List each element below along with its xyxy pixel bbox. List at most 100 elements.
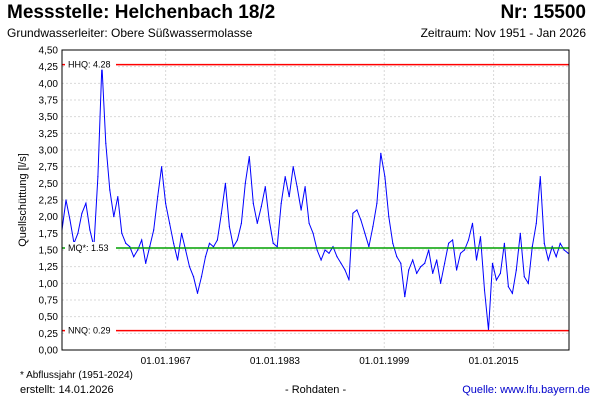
data-point (535, 222, 537, 224)
data-point (284, 176, 286, 178)
reference-label-bg (65, 58, 116, 70)
data-point (471, 222, 474, 224)
plot-frame (61, 49, 570, 351)
y-tick-label: 4,50 (39, 46, 59, 57)
data-point (157, 196, 159, 198)
data-point (304, 186, 306, 188)
y-tick-label: 1,00 (39, 279, 59, 290)
data-point (332, 246, 334, 248)
y-tick-label: 0,00 (39, 346, 59, 357)
y-tick-label: 3,75 (39, 96, 59, 107)
series-layer (61, 64, 569, 331)
data-point (165, 202, 167, 204)
data-point (280, 202, 282, 204)
data-point (256, 222, 258, 224)
grid-lines (62, 49, 569, 351)
y-axis-label: Quellschüttung [l/s] (17, 153, 29, 247)
data-point (340, 262, 342, 264)
data-point (463, 249, 466, 251)
data-point (168, 222, 171, 224)
source-link[interactable]: Quelle: www.lfu.bayern.de (462, 384, 590, 396)
data-point (440, 282, 442, 284)
data-point (360, 219, 362, 221)
reference-label: MQ*: 1.53 (68, 243, 109, 253)
data-point (376, 202, 378, 204)
data-point (125, 242, 127, 244)
data-point (475, 259, 478, 261)
data-point (436, 259, 438, 261)
data-point (129, 246, 131, 248)
created-date: erstellt: 14.01.2026 (20, 384, 114, 396)
data-point (204, 256, 207, 258)
data-point (396, 256, 398, 258)
y-tick-label: 1,50 (39, 246, 59, 257)
data-point (200, 276, 203, 278)
data-point (276, 246, 278, 248)
y-tick-label: 3,50 (39, 112, 59, 123)
data-point (527, 282, 529, 284)
y-tick-label: 3,00 (39, 146, 59, 157)
raw-data-label: - Rohdaten - (285, 384, 347, 396)
data-point (523, 276, 525, 278)
data-point (495, 279, 498, 281)
data-point (459, 252, 462, 254)
x-tick-label: 01.01.1999 (359, 356, 409, 367)
data-point (503, 242, 506, 244)
y-tick-label: 2,00 (39, 212, 59, 223)
data-point (192, 276, 195, 278)
data-point (364, 232, 366, 234)
data-point (216, 239, 219, 241)
data-point (352, 212, 354, 214)
data-point (467, 239, 470, 241)
station-title: Messstelle: Helchenbach 18/2 (7, 2, 276, 23)
data-point (408, 269, 410, 271)
y-tick-labels: 0,00 0,25 0,50 0,75 1,00 1,25 1,50 1,75 2,00 2,25… (39, 46, 59, 357)
data-point (65, 199, 67, 201)
data-point (224, 182, 227, 184)
data-point (220, 212, 222, 214)
reference-label-bg (65, 324, 116, 336)
data-point (153, 229, 155, 231)
reference-label: HHQ: 4.28 (68, 60, 111, 70)
data-point (296, 186, 298, 188)
data-point (264, 186, 266, 188)
data-point (268, 219, 270, 221)
data-point (145, 262, 147, 264)
data-point (121, 232, 123, 234)
data-point (372, 226, 374, 228)
data-point (97, 176, 99, 178)
data-point (308, 222, 310, 224)
data-point (392, 242, 394, 244)
data-point (236, 239, 238, 241)
data-point (288, 196, 290, 198)
data-point (344, 269, 346, 271)
data-point (232, 246, 234, 248)
y-tick-label: 2,75 (39, 162, 59, 173)
data-point (336, 256, 338, 258)
data-point (316, 249, 318, 251)
data-point (483, 289, 486, 291)
data-point (324, 249, 326, 251)
aquifer-label: Grundwasserleiter: Obere Süßwassermolass… (7, 26, 253, 40)
y-tick-label: 0,50 (39, 312, 59, 323)
data-point (479, 236, 482, 238)
data-point (416, 272, 418, 274)
data-point (180, 232, 183, 234)
data-point (133, 256, 135, 258)
footnote: * Abflussjahr (1951-2024) (20, 370, 133, 381)
data-point (196, 292, 199, 294)
data-point (555, 256, 557, 258)
data-point (428, 249, 430, 251)
data-point (109, 189, 111, 191)
x-tick-label: 01.01.2015 (469, 356, 519, 367)
data-point (384, 176, 386, 178)
data-point (208, 242, 211, 244)
data-point (432, 272, 434, 274)
data-point (260, 206, 262, 208)
data-point (77, 232, 79, 234)
data-point (320, 259, 322, 261)
data-point (161, 166, 163, 168)
data-point (380, 152, 382, 154)
x-tick-labels: 01.01.1967 01.01.1983 01.01.1999 01.01.2015 (141, 356, 519, 367)
data-point (388, 216, 390, 218)
